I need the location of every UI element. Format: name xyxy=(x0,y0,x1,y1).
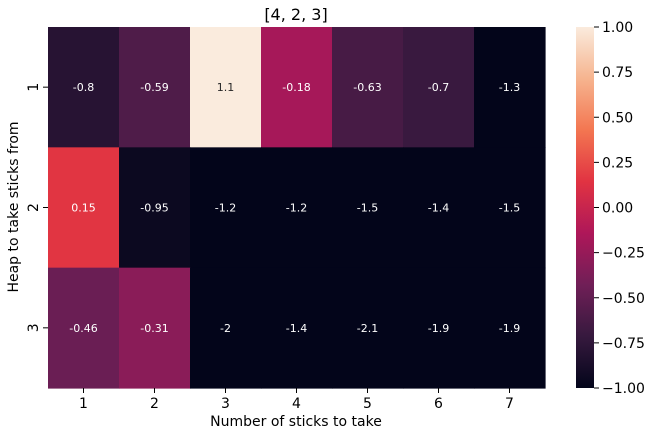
heatmap-cell xyxy=(190,267,262,389)
cell-annotation: -1.5 xyxy=(499,202,520,215)
colorbar-tick-label: 0.50 xyxy=(602,110,633,126)
colorbar-tick-label: 0.25 xyxy=(602,155,633,171)
colorbar-tick-label: 0.75 xyxy=(602,65,633,81)
cell-annotation: -2 xyxy=(220,322,231,335)
cell-annotation: -0.46 xyxy=(69,322,97,335)
y-axis-label: Heap to take sticks from xyxy=(6,121,22,292)
heatmap-cell xyxy=(48,267,120,389)
heatmap-cell xyxy=(474,147,546,269)
cell-annotation: -1.5 xyxy=(357,202,378,215)
cell-annotation: -0.31 xyxy=(140,322,168,335)
colorbar-tick-label: 1.00 xyxy=(602,20,633,36)
colorbar-ticks: 1.00 0.75 0.50 0.25 0.00 −0.25 −0.50 −0.75 −1.00 xyxy=(594,20,645,397)
heatmap-cell xyxy=(119,27,191,148)
heatmap-cell xyxy=(261,147,333,269)
cell-annotation: -0.7 xyxy=(428,81,449,94)
cell-annotation: -2.1 xyxy=(357,322,378,335)
heatmap-cell xyxy=(403,27,475,148)
heatmap-cell xyxy=(190,27,262,148)
cell-annotation: -1.4 xyxy=(428,202,449,215)
colorbar-tick-label: −0.50 xyxy=(602,291,645,307)
heatmap-cell xyxy=(403,147,475,269)
heatmap-cell xyxy=(261,267,333,389)
x-axis-label: Number of sticks to take xyxy=(210,414,382,430)
x-tick-label: 3 xyxy=(221,396,230,412)
colorbar-tick-label: −0.75 xyxy=(602,336,645,352)
colorbar-tick-label: −1.00 xyxy=(602,381,645,397)
y-tick-label: 1 xyxy=(26,83,42,92)
x-tick-label: 1 xyxy=(79,396,88,412)
x-tick-label: 2 xyxy=(150,396,159,412)
colorbar-tick-label: 0.00 xyxy=(602,201,633,217)
cell-annotation: -1.4 xyxy=(286,322,307,335)
heatmap-cell xyxy=(48,147,120,269)
colorbar-tick-label: −0.25 xyxy=(602,246,645,262)
y-tick-label: 3 xyxy=(26,323,42,332)
cell-annotation: -0.18 xyxy=(282,81,310,94)
cell-annotation: 1.1 xyxy=(217,81,235,94)
heatmap-cell xyxy=(403,267,475,389)
heatmap-cell xyxy=(190,147,262,269)
x-tick-label: 6 xyxy=(434,396,443,412)
chart-title: [4, 2, 3] xyxy=(264,5,327,24)
heatmap-cell xyxy=(332,147,404,269)
x-tick-label: 4 xyxy=(292,396,301,412)
cell-annotation: -0.59 xyxy=(140,81,168,94)
heatmap-cell xyxy=(261,27,333,148)
cell-annotations: -0.8 -0.59 1.1 -0.18 -0.63 -0.7 -1.3 0.15 -0.95 -… xyxy=(69,81,520,335)
cell-annotation: -1.9 xyxy=(428,322,449,335)
cell-annotation: -0.95 xyxy=(140,202,168,215)
heatmap-cells xyxy=(48,27,546,389)
heatmap-cell xyxy=(474,27,546,148)
cell-annotation: -1.2 xyxy=(215,202,236,215)
x-axis: 1 2 3 4 5 6 7 xyxy=(79,388,514,412)
cell-annotation: 0.15 xyxy=(71,202,96,215)
heatmap-cell xyxy=(119,147,191,269)
colorbar xyxy=(576,27,594,388)
cell-annotation: -0.8 xyxy=(73,81,94,94)
heatmap-cell xyxy=(332,267,404,389)
x-tick-label: 7 xyxy=(505,396,514,412)
heatmap-cell xyxy=(474,267,546,389)
cell-annotation: -1.2 xyxy=(286,202,307,215)
y-tick-label: 2 xyxy=(26,203,42,212)
cell-annotation: -1.9 xyxy=(499,322,520,335)
heatmap-cell xyxy=(332,27,404,148)
y-axis: 1 2 3 xyxy=(26,83,48,332)
heatmap-cell xyxy=(48,27,120,148)
cell-annotation: -1.3 xyxy=(499,81,520,94)
x-tick-label: 5 xyxy=(363,396,372,412)
heatmap-cell xyxy=(119,267,191,389)
cell-annotation: -0.63 xyxy=(353,81,381,94)
